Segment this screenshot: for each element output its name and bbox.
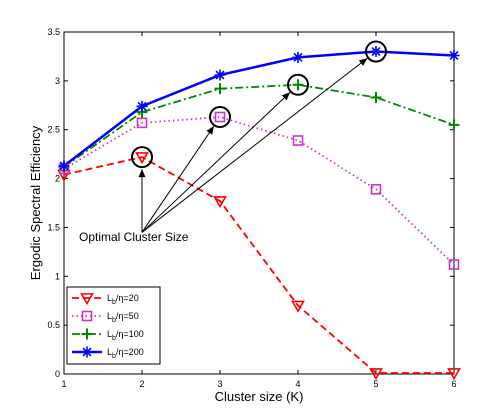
y-tick-label: 3.5 <box>47 27 60 37</box>
series-3-point <box>448 49 460 61</box>
y-axis-title: Ergodic Spectral Efficiency <box>28 125 43 280</box>
annotation-arrowhead <box>281 92 291 101</box>
series-line-2 <box>63 83 455 168</box>
legend-marker-1 <box>81 310 93 322</box>
annotation-arrowhead <box>138 169 146 178</box>
x-axis-ticks: 1 2 3 4 5 6 <box>61 32 457 389</box>
x-tick-label: 6 <box>451 379 456 389</box>
series-1-point <box>370 184 382 195</box>
x-tick-label: 5 <box>373 379 378 389</box>
series-1-point <box>448 259 460 270</box>
series-2-point <box>214 83 226 95</box>
annotation-arrowhead <box>358 58 368 66</box>
legend-marker-2 <box>81 328 93 340</box>
series-0-point <box>213 196 227 209</box>
optimum-circle <box>209 106 231 129</box>
x-axis-title: Cluster size (K) <box>215 389 304 404</box>
x-tick-label: 3 <box>217 379 222 389</box>
series-3-point <box>136 100 148 112</box>
series-1-point <box>214 111 226 123</box>
optimum-circle <box>131 146 153 169</box>
y-tick-label: 0 <box>55 369 60 379</box>
series-2-point <box>448 119 460 131</box>
legend-marker-0 <box>80 293 94 306</box>
legend: Lb/η=20 Lb/η=50 Lb/η=100 Lb/η=200 <box>66 286 161 365</box>
series-0-point <box>369 368 383 381</box>
series-line-1 <box>63 116 455 266</box>
series-lines <box>63 50 455 374</box>
optimum-circle <box>287 73 309 96</box>
series-3-point <box>214 69 226 81</box>
legend-label-3: Lb/η=200 <box>107 347 144 360</box>
legend-marker-3 <box>81 346 93 358</box>
annotation-arrow <box>141 57 368 233</box>
series-1-point <box>136 117 148 129</box>
series-markers <box>57 46 461 381</box>
series-line-3 <box>63 50 455 167</box>
annotation-label: Optimal Cluster Size <box>79 230 189 244</box>
x-tick-label: 4 <box>295 379 300 389</box>
series-3-point <box>58 160 70 172</box>
y-tick-label: 2.5 <box>47 125 60 135</box>
y-tick-label: 2 <box>55 174 60 184</box>
series-3-point <box>292 51 304 63</box>
series-0-point <box>135 152 149 165</box>
series-3-point <box>370 46 382 58</box>
x-tick-label: 2 <box>139 379 144 389</box>
y-tick-label: 1.5 <box>47 222 60 232</box>
annotation-arrow <box>141 125 215 233</box>
annotation-arrow <box>141 91 291 233</box>
series-0-point <box>291 300 305 313</box>
legend-label-0: Lb/η=20 <box>107 293 139 306</box>
series-0-point <box>447 368 461 381</box>
y-tick-label: 3 <box>55 76 60 86</box>
legend-label-2: Lb/η=100 <box>107 329 144 342</box>
optimum-circle <box>365 40 387 63</box>
series-line-0 <box>63 156 454 374</box>
y-tick-label: 1 <box>55 271 60 281</box>
x-tick-label: 1 <box>61 379 66 389</box>
annotation-arrowhead <box>206 126 214 135</box>
series-2-point <box>292 79 304 91</box>
series-1-point <box>292 135 304 146</box>
y-tick-label: 0.5 <box>47 320 60 330</box>
legend-label-1: Lb/η=50 <box>107 311 139 324</box>
series-2-point <box>370 91 382 103</box>
y-axis-ticks: 0 0.5 1 1.5 2 2.5 3 3.5 <box>47 27 454 379</box>
annotations: Optimal Cluster Size <box>79 40 387 244</box>
